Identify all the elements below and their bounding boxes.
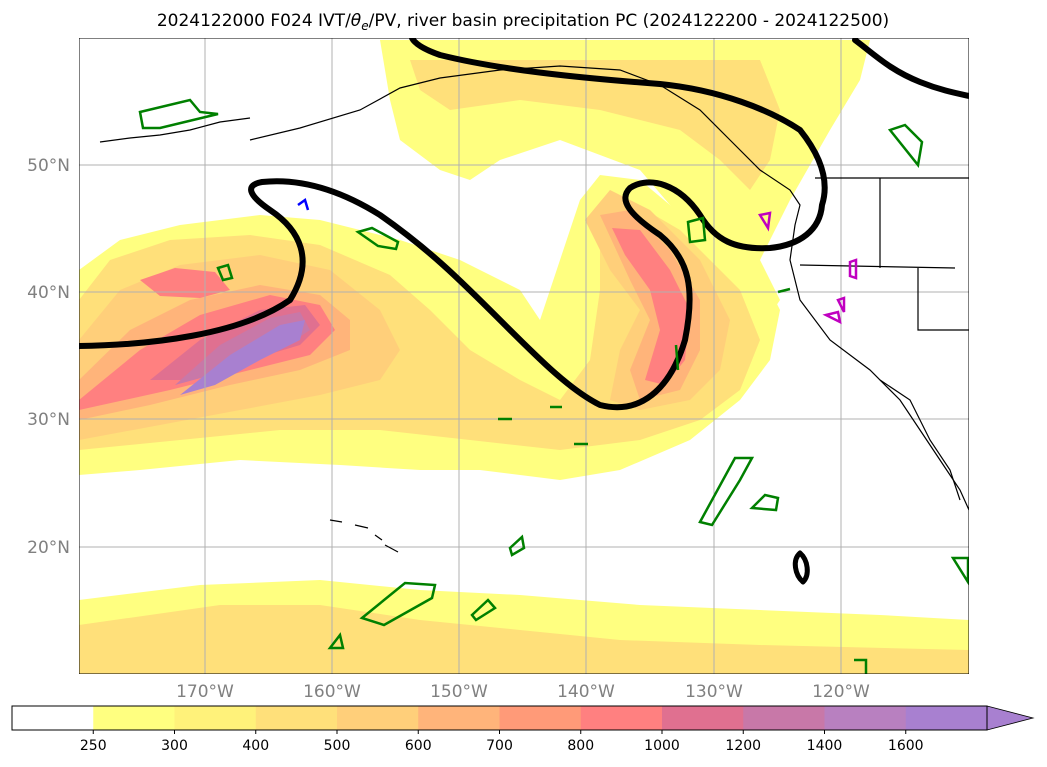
colorbar-swatch <box>743 706 825 730</box>
lat-labels: 50°N 40°N 30°N 20°N <box>27 156 70 558</box>
precip-magenta-wa <box>757 211 772 232</box>
lon-labels: 170°W 160°W 150°W 140°W 130°W 120°W <box>176 682 870 702</box>
lat-label-40n: 40°N <box>27 283 70 303</box>
lon-label-140w: 140°W <box>557 682 615 702</box>
colorbar-tick-label: 600 <box>405 738 432 754</box>
precip-green-diag <box>698 456 755 527</box>
colorbar-tick-label: 800 <box>567 738 594 754</box>
precip-green-hawaii-big <box>359 581 437 627</box>
precip-green-hawaii-s <box>470 598 497 622</box>
lat-label-20n: 20°N <box>27 538 70 558</box>
colorbar-swatch <box>499 706 582 730</box>
precip-green-bottom-right <box>854 658 868 674</box>
precip-green-west <box>216 263 234 282</box>
precip-green-sw <box>327 632 345 650</box>
lon-label-160w: 160°W <box>303 682 361 702</box>
alaska-coast <box>249 65 969 511</box>
precip-contours-green <box>138 98 969 674</box>
precip-green-aleutians <box>138 98 219 130</box>
lat-label-50n: 50°N <box>27 156 70 176</box>
colorbar-swatch <box>337 706 419 730</box>
map-panel <box>79 38 969 674</box>
precip-magenta-nv <box>848 258 858 280</box>
colorbar-swatch <box>93 706 175 730</box>
pv-contour-small-loop <box>792 550 810 585</box>
precip-green-tri <box>749 493 780 512</box>
precip-green-cal <box>777 287 791 294</box>
colorbar-swatch <box>255 706 338 730</box>
lon-label-120w: 120°W <box>812 682 870 702</box>
colorbar-tick-label: 1000 <box>644 738 680 754</box>
precip-green-east-strip <box>674 344 680 371</box>
colorbar-tick-label: 250 <box>80 738 107 754</box>
colorbar-swatch <box>905 706 988 730</box>
colorbar-tick-label: 1400 <box>807 738 843 754</box>
colorbar-extend-arrow <box>986 705 1035 731</box>
ivt-band-north-300 <box>410 60 780 190</box>
colorbar-swatch <box>12 706 94 730</box>
precip-magenta-ca2 <box>836 296 846 313</box>
pv-contour <box>79 38 969 585</box>
baja-coast <box>879 379 961 501</box>
lat-label-30n: 30°N <box>27 410 70 430</box>
figure-title: 2024122000 F024 IVT/θe/PV, river basin p… <box>157 11 889 33</box>
pv-contour-main <box>79 38 828 411</box>
lon-label-150w: 150°W <box>430 682 488 702</box>
lon-label-170w: 170°W <box>176 682 234 702</box>
coastlines <box>99 65 969 553</box>
precip-green-se <box>950 556 969 586</box>
colorbar-tick-label: 400 <box>242 738 269 754</box>
colorbar-labels: 250 300 400 500 600 700 800 1000 1200 1400 1600 <box>80 730 924 754</box>
precip-green-bc <box>887 123 924 168</box>
precip-blue-1 <box>297 197 310 211</box>
colorbar-swatch <box>824 706 907 730</box>
colorbar-tick-label: 300 <box>161 738 188 754</box>
colorbar-swatch <box>580 706 663 730</box>
precip-contours-blue <box>297 197 310 211</box>
colorbar-swatch <box>174 706 257 730</box>
us-state-border <box>799 178 969 331</box>
ivt-west-blob-800 <box>140 268 230 298</box>
colorbar-swatches <box>12 706 988 730</box>
aleutian-islands <box>99 117 251 143</box>
gridlines <box>79 38 969 674</box>
precip-magenta-ca <box>822 310 842 325</box>
precip-green-center <box>355 226 400 251</box>
colorbar-tick-label: 500 <box>324 738 351 754</box>
precip-contours-magenta <box>757 211 858 325</box>
colorbar-tick-label: 1600 <box>888 738 924 754</box>
hawaii-islands <box>329 519 399 553</box>
colorbar-tick-label: 1200 <box>725 738 761 754</box>
ivt-band-south-300 <box>79 605 969 674</box>
colorbar-swatch <box>662 706 744 730</box>
ivt-plume-west-1400 <box>180 320 305 395</box>
precip-green-hawaii-n <box>508 534 526 557</box>
colorbar-tick-label: 700 <box>486 738 513 754</box>
lon-label-130w: 130°W <box>685 682 743 702</box>
colorbar: 250 300 400 500 600 700 800 1000 1200 1400 1600 <box>11 705 1035 754</box>
pv-contour-ne <box>852 38 969 99</box>
precip-green-oregon <box>686 216 707 244</box>
colorbar-swatch <box>418 706 500 730</box>
ivt-plume-east-800 <box>612 228 690 385</box>
